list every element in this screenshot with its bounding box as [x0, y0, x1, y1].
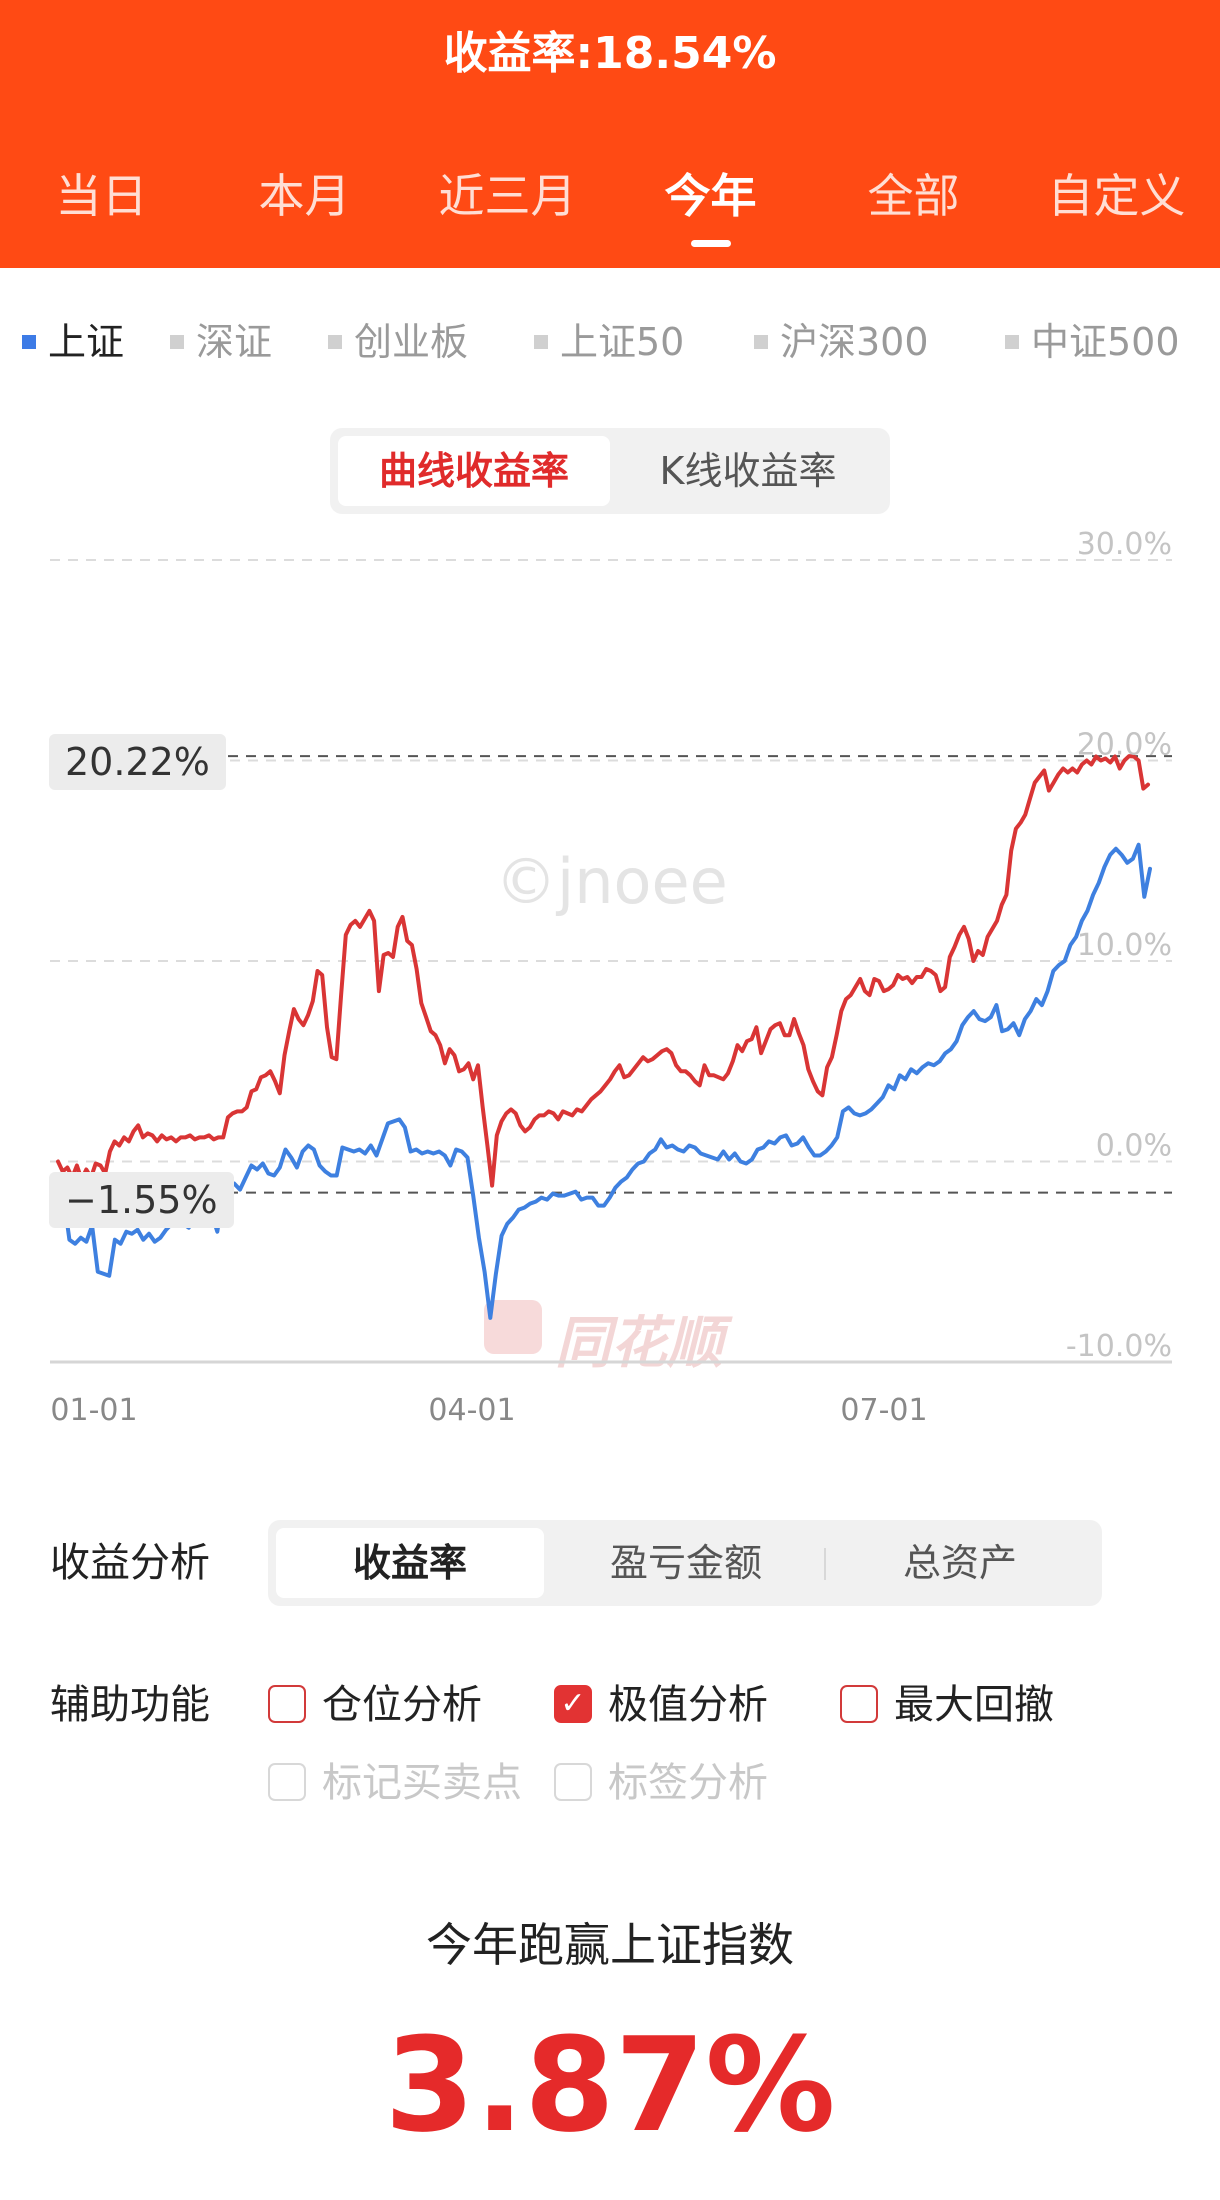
y-tick-label: 10.0% — [1077, 928, 1172, 963]
position-analysis-checkbox[interactable]: 仓位分析 — [268, 1677, 482, 1733]
y-tick-label: 30.0% — [1077, 527, 1172, 562]
index-label: 沪深300 — [780, 320, 929, 364]
checkbox-icon — [268, 1685, 306, 1723]
watermark-text: ©jnoee — [495, 845, 728, 918]
checkbox-icon — [554, 1763, 592, 1801]
tab-last-three-months[interactable]: 近三月 — [438, 169, 577, 223]
x-tick-label: 01-01 — [50, 1393, 137, 1428]
index-item-chinext[interactable]: 创业板 — [328, 312, 468, 372]
axis-layer: 30.0% 20.0% 10.0% 0.0% -10.0% 01-01 04-01 07-01 — [50, 527, 1172, 1428]
index-label: 创业板 — [354, 320, 469, 364]
index-label: 上证50 — [560, 320, 685, 364]
analysis-label: 收益分析 — [50, 1540, 210, 1586]
index-label: 深证 — [196, 320, 273, 364]
app-logo-watermark — [484, 1300, 542, 1354]
return-rate-title: 收益率:18.54% — [443, 28, 777, 79]
active-tab-indicator — [690, 240, 731, 247]
index-dot — [170, 334, 184, 349]
index-label: 中证500 — [1031, 320, 1180, 364]
checkbox-label: 极值分析 — [608, 1682, 768, 1728]
index-dot — [22, 334, 36, 349]
analysis-selector: 收益率 盈亏金额 总资产 — [268, 1520, 1102, 1606]
checkbox-label: 标签分析 — [608, 1760, 768, 1806]
checkmark-icon: ✓ — [554, 1685, 592, 1723]
series-layer — [56, 754, 1152, 1320]
buy-sell-marker-checkbox[interactable]: 标记买卖点 — [268, 1755, 522, 1811]
index-label: 上证 — [48, 320, 125, 364]
tab-this-month[interactable]: 本月 — [258, 169, 351, 223]
profit-loss-option[interactable]: 盈亏金额 — [609, 1541, 762, 1585]
checkbox-icon — [268, 1763, 306, 1801]
index-legend: 上证 深证 创业板 上证50 沪深300 中证500 — [0, 312, 1220, 372]
max-value-label: 20.22% — [49, 734, 226, 790]
checkbox-icon — [840, 1685, 878, 1723]
index-dot — [534, 334, 548, 349]
index-dot — [754, 334, 768, 349]
extreme-analysis-checkbox[interactable]: ✓ 极值分析 — [554, 1677, 768, 1733]
tab-today[interactable]: 当日 — [55, 169, 148, 223]
chart-type-toggle: 曲线收益率 K线收益率 — [330, 428, 890, 514]
return-rate-option[interactable]: 收益率 — [276, 1528, 544, 1598]
index-return-line — [56, 842, 1152, 1320]
total-assets-option[interactable]: 总资产 — [902, 1541, 1017, 1585]
tab-all[interactable]: 全部 — [867, 169, 960, 223]
index-item-shenzhen[interactable]: 深证 — [170, 312, 272, 372]
checkbox-label: 仓位分析 — [322, 1682, 482, 1728]
min-value-label: −1.55% — [49, 1172, 234, 1228]
tab-this-year-label: 今年 — [664, 169, 757, 223]
tab-this-year[interactable]: 今年 — [609, 168, 812, 247]
grid-layer — [50, 559, 1172, 1364]
tag-analysis-checkbox[interactable]: 标签分析 — [554, 1755, 768, 1811]
checkbox-label: 标记买卖点 — [322, 1760, 522, 1806]
tab-custom[interactable]: 自定义 — [1047, 169, 1186, 223]
segment-divider — [824, 1548, 826, 1580]
x-tick-label: 04-01 — [428, 1393, 515, 1428]
index-item-csi300[interactable]: 沪深300 — [754, 312, 929, 372]
kline-return-button[interactable]: K线收益率 — [659, 449, 837, 493]
y-tick-label: 20.0% — [1077, 728, 1172, 763]
return-chart: ©jnoee 同花顺 30.0% 20.0% 10.0% 0.0% -10.0% 01-0… — [0, 520, 1220, 1450]
period-tabs: 当日 本月 近三月 今年 全部 自定义 — [0, 168, 1220, 248]
curve-return-button[interactable]: 曲线收益率 — [338, 436, 610, 506]
index-item-shanghai[interactable]: 上证 — [22, 312, 124, 372]
extreme-reference-lines — [210, 755, 1172, 1194]
y-tick-label: 0.0% — [1096, 1129, 1172, 1164]
brand-watermark: 同花顺 — [555, 1311, 723, 1376]
checkbox-label: 最大回撤 — [894, 1682, 1054, 1728]
y-tick-label: -10.0% — [1066, 1329, 1172, 1364]
index-item-csi500[interactable]: 中证500 — [1005, 312, 1180, 372]
index-dot — [328, 334, 342, 349]
header-bar: 收益率:18.54% 当日 本月 近三月 今年 全部 自定义 — [0, 0, 1220, 268]
max-drawdown-checkbox[interactable]: 最大回撤 — [840, 1677, 1054, 1733]
outperform-value: 3.87% — [384, 2009, 836, 2161]
account-return-line — [56, 754, 1150, 1188]
assist-label: 辅助功能 — [50, 1682, 210, 1728]
index-item-sse50[interactable]: 上证50 — [534, 312, 684, 372]
return-chart-svg: 30.0% 20.0% 10.0% 0.0% -10.0% 01-01 04-01 07-01 — [50, 527, 1172, 1428]
outperform-title: 今年跑赢上证指数 — [426, 1918, 794, 1972]
x-tick-label: 07-01 — [840, 1393, 927, 1428]
index-dot — [1005, 334, 1019, 349]
